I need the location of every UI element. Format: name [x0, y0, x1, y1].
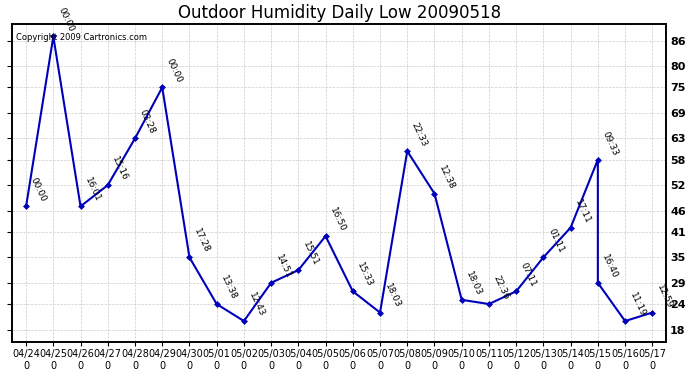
Text: 15:16: 15:16	[110, 155, 130, 182]
Text: 00:00: 00:00	[56, 6, 75, 34]
Text: 03:28: 03:28	[138, 108, 157, 136]
Text: 09:33: 09:33	[600, 130, 620, 157]
Text: 16:50: 16:50	[328, 206, 348, 233]
Text: 12:59: 12:59	[655, 283, 674, 310]
Text: 22:36: 22:36	[492, 274, 511, 301]
Text: 12:43: 12:43	[247, 291, 266, 318]
Text: 22:33: 22:33	[410, 122, 429, 148]
Text: 07:11: 07:11	[519, 261, 538, 288]
Text: 15:33: 15:33	[355, 261, 375, 288]
Text: 14:51: 14:51	[274, 253, 293, 280]
Text: 18:03: 18:03	[464, 270, 484, 297]
Text: 16:01: 16:01	[83, 176, 102, 204]
Text: 15:51: 15:51	[301, 240, 320, 267]
Text: 00:00: 00:00	[29, 176, 48, 204]
Text: 01:11: 01:11	[546, 227, 565, 255]
Title: Outdoor Humidity Daily Low 20090518: Outdoor Humidity Daily Low 20090518	[177, 4, 501, 22]
Text: 12:38: 12:38	[437, 164, 456, 191]
Text: Copyright 2009 Cartronics.com: Copyright 2009 Cartronics.com	[16, 33, 147, 42]
Text: 17:28: 17:28	[193, 227, 211, 255]
Text: 16:40: 16:40	[600, 253, 620, 280]
Text: 13:38: 13:38	[219, 274, 239, 301]
Text: 11:19: 11:19	[628, 291, 647, 318]
Text: 18:03: 18:03	[383, 282, 402, 310]
Text: 00:00: 00:00	[165, 57, 184, 85]
Text: 17:11: 17:11	[573, 198, 593, 225]
